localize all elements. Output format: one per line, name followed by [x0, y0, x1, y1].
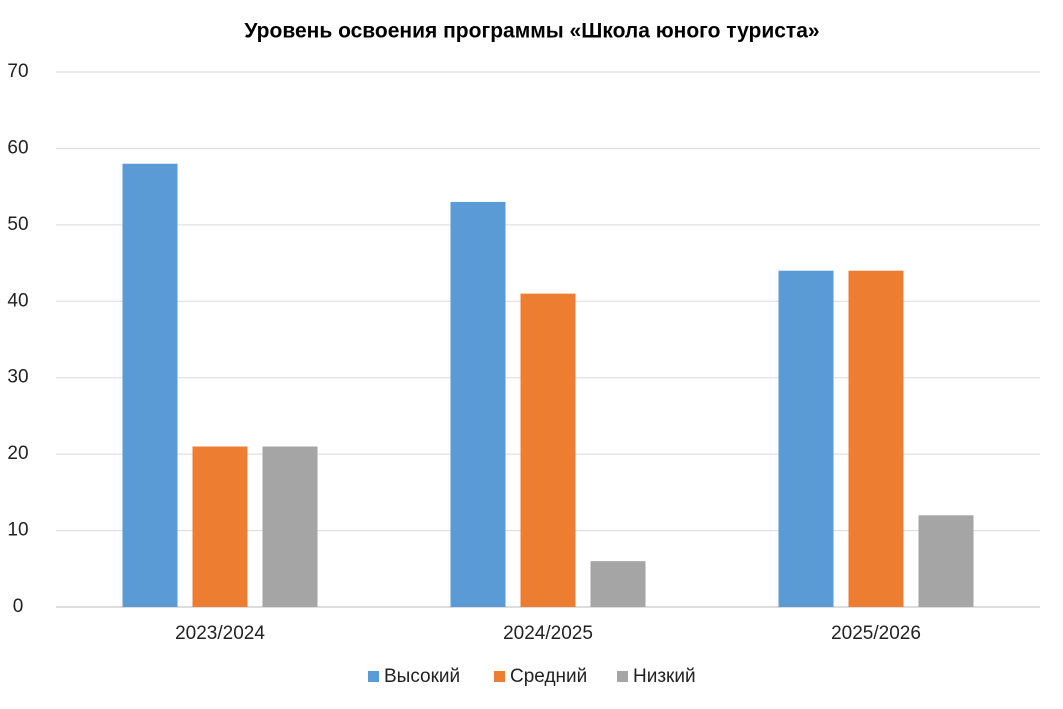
x-tick-label: 2025/2026 [831, 623, 921, 644]
bar [192, 446, 248, 607]
bar [262, 446, 318, 607]
y-tick-label: 20 [7, 443, 28, 464]
legend-label: Высокий [384, 666, 460, 687]
bar [520, 293, 576, 607]
y-tick-label: 30 [7, 367, 28, 388]
legend-label: Низкий [633, 666, 696, 687]
y-tick-label: 70 [7, 61, 28, 82]
bar [848, 270, 904, 607]
bar [918, 515, 974, 607]
y-tick-label: 40 [7, 290, 28, 311]
y-tick-label: 50 [7, 214, 28, 235]
y-tick-label: 0 [13, 596, 24, 617]
chart-title: Уровень освоения программы «Школа юного … [244, 20, 819, 43]
legend-label: Средний [510, 666, 587, 687]
y-tick-label: 60 [7, 137, 28, 158]
legend-swatch [368, 671, 379, 682]
x-tick-label: 2023/2024 [175, 623, 265, 644]
x-tick-label: 2024/2025 [503, 623, 593, 644]
legend-swatch [494, 671, 505, 682]
bar [778, 270, 834, 607]
bar [590, 561, 646, 607]
bar [122, 163, 178, 607]
y-tick-label: 10 [7, 520, 28, 541]
legend-swatch [617, 671, 628, 682]
bar [450, 201, 506, 607]
